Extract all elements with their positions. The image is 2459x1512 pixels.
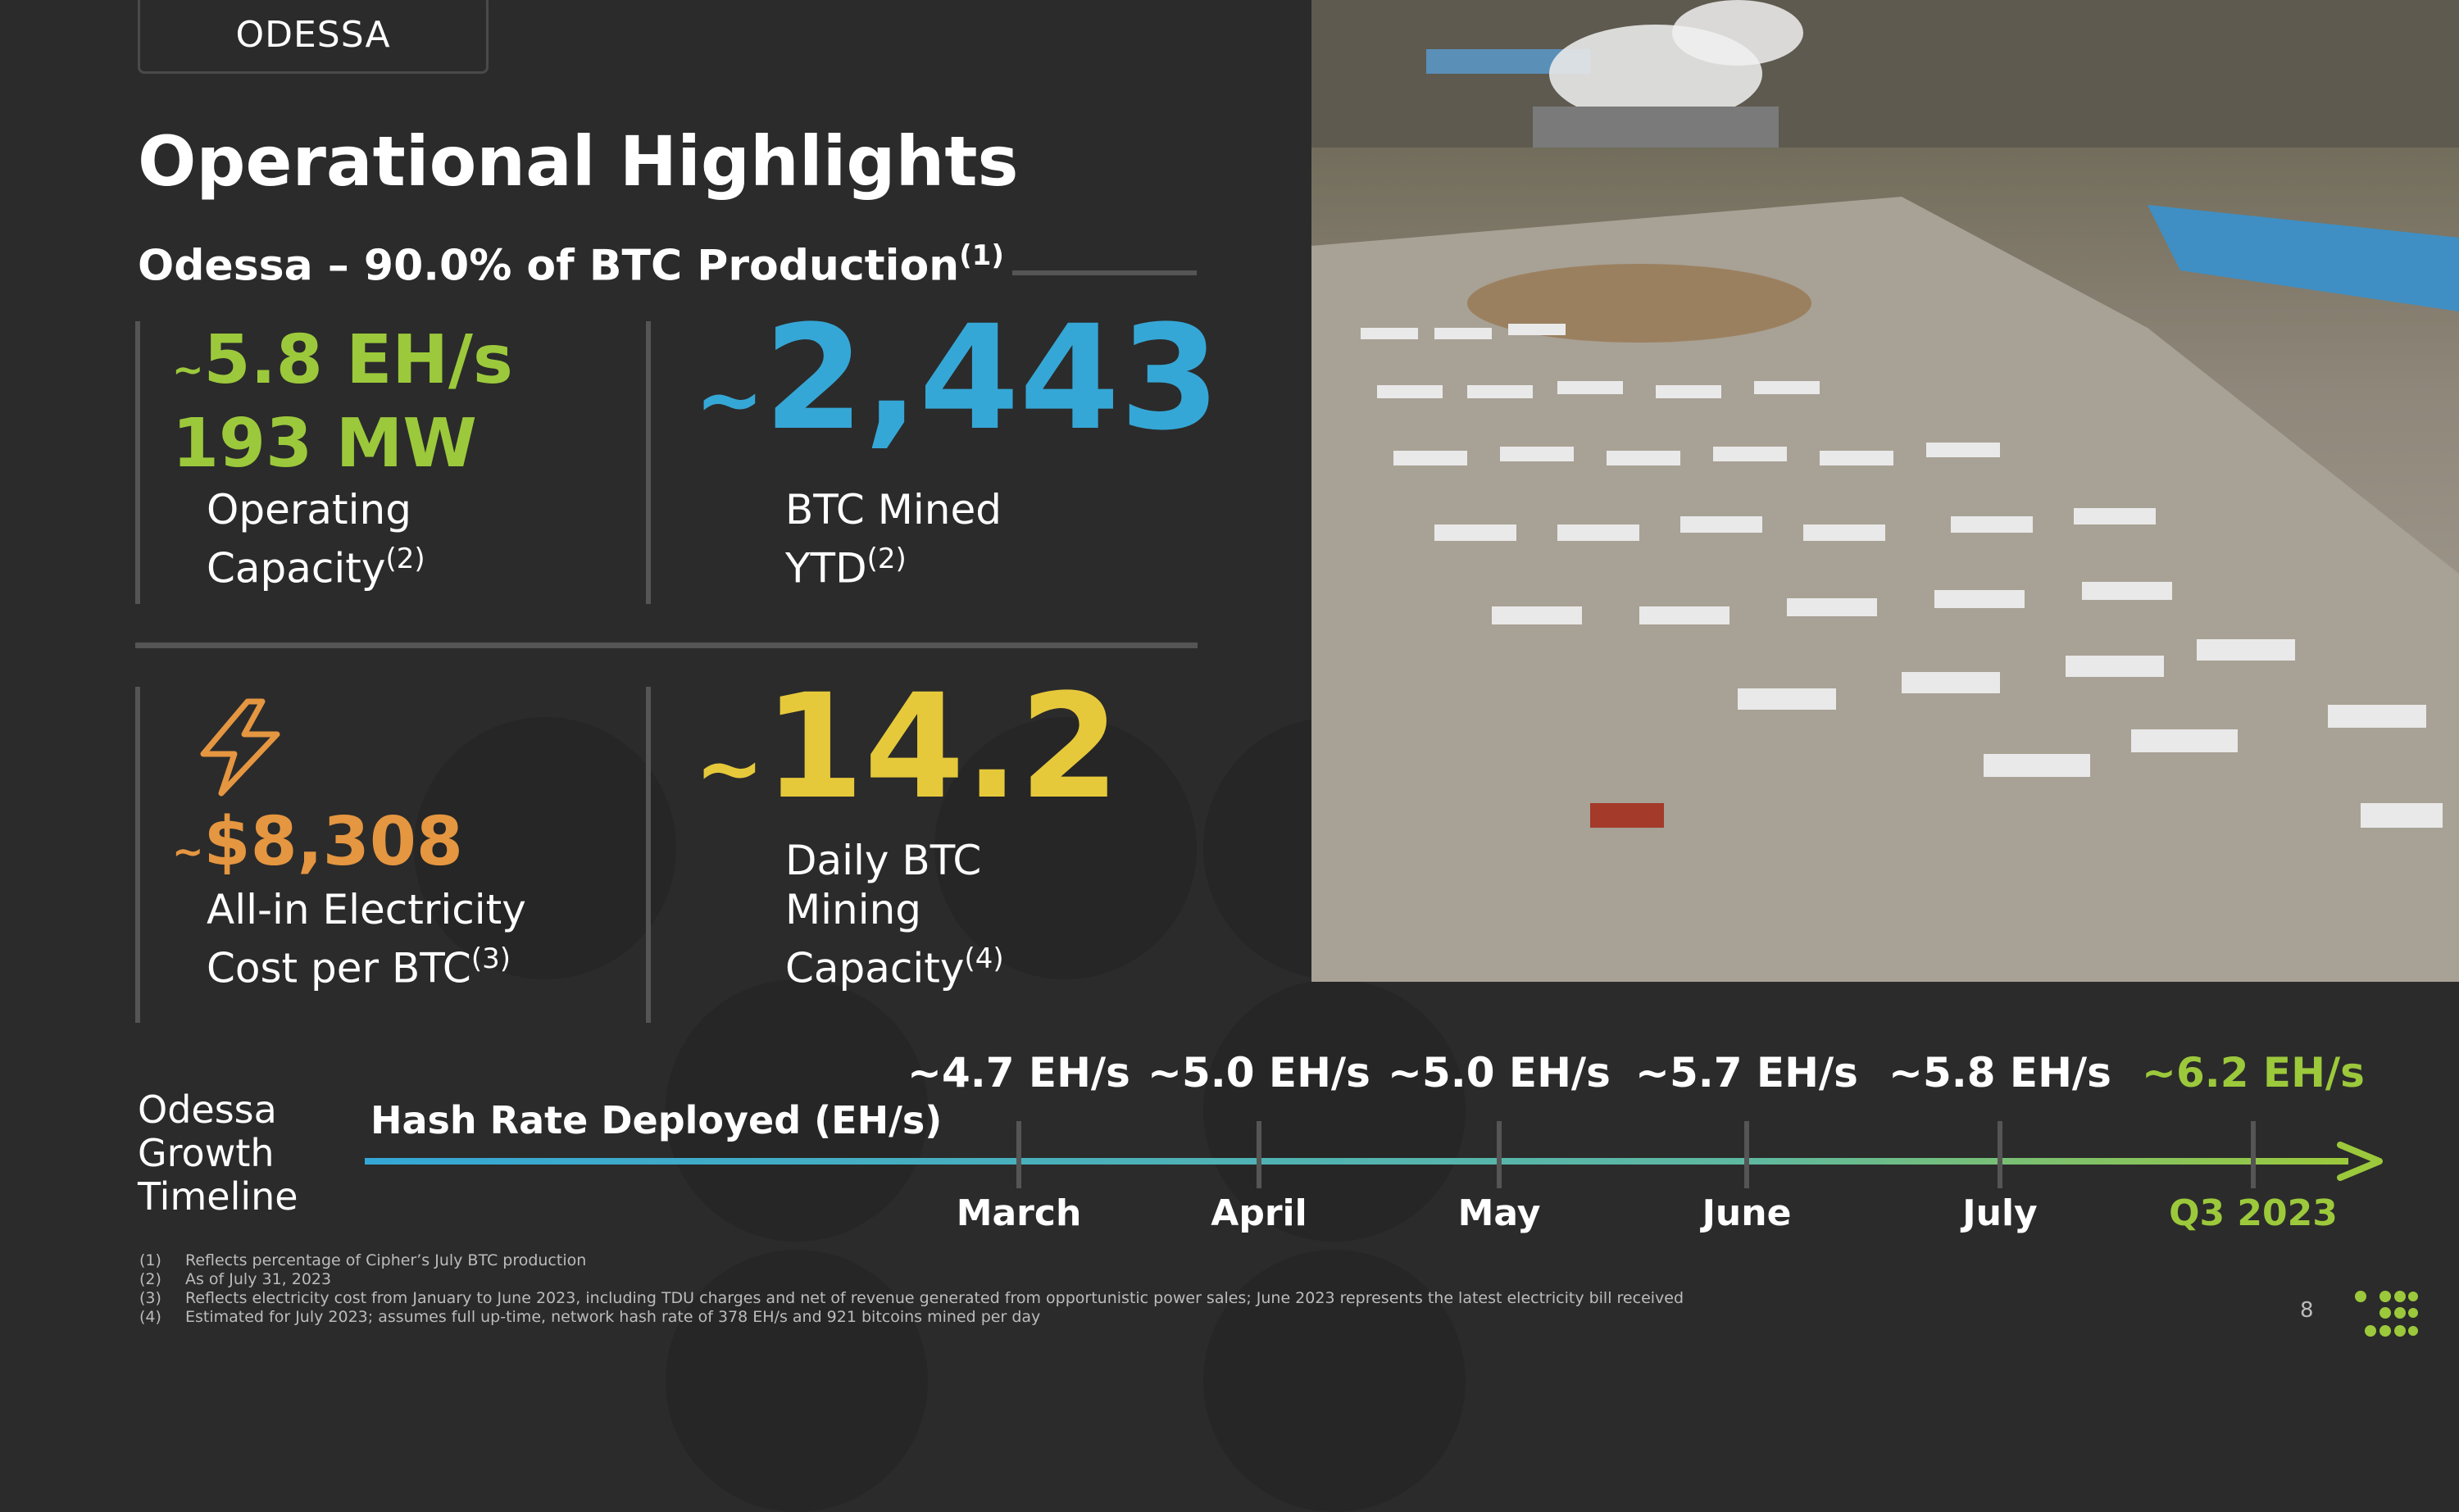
timeline-tick	[1016, 1121, 1021, 1188]
cipher-logo-icon	[2352, 1288, 2418, 1342]
metric-divider	[135, 687, 140, 1023]
site-aerial-photo	[1311, 0, 2459, 982]
footnote-item: (2) As of July 31, 2023	[139, 1270, 1684, 1289]
operating-capacity-label: Operating Capacity(2)	[207, 485, 425, 593]
timeline-month-july: July	[1962, 1192, 2038, 1234]
timeline-tick	[1998, 1121, 2002, 1188]
metric-divider	[646, 687, 651, 1023]
daily-capacity-label: Daily BTC Mining Capacity(4)	[785, 836, 1004, 993]
timeline-month-march: March	[956, 1192, 1082, 1234]
section-divider	[135, 642, 1198, 648]
timeline-label: Odessa Growth Timeline	[138, 1088, 298, 1219]
timeline-month-may: May	[1457, 1192, 1541, 1234]
page-number: 8	[2300, 1298, 2314, 1323]
page-subtitle: Odessa – 90.0% of BTC Production(1)	[138, 239, 1004, 290]
hashrate-value: 5.8 EH/s	[203, 321, 513, 399]
timeline-arrow	[365, 1141, 2389, 1182]
footnote-item: (4) Estimated for July 2023; assumes ful…	[139, 1308, 1684, 1327]
timeline-value-q3: ~6.2 EH/s	[2142, 1049, 2365, 1097]
footnote-number: (2)	[139, 1270, 161, 1288]
operating-footnote-ref: (2)	[385, 543, 425, 575]
daily-capacity-metric: ~14.2	[695, 674, 1120, 842]
metric-divider	[646, 321, 651, 604]
electricity-line2: Cost per BTC	[207, 944, 471, 992]
decor-circle	[414, 717, 676, 979]
timeline-tick	[1744, 1121, 1749, 1188]
footnote-text: As of July 31, 2023	[185, 1270, 332, 1288]
timeline-label-line1: Odessa	[138, 1087, 277, 1132]
daily-line1: Daily BTC	[785, 837, 982, 884]
timeline-tick	[1497, 1121, 1502, 1188]
daily-line2: Mining	[785, 886, 922, 933]
decor-circle	[934, 717, 1197, 979]
footnotes: (1) Reflects percentage of Cipher’s July…	[139, 1251, 1684, 1327]
footnote-text: Reflects percentage of Cipher’s July BTC…	[185, 1251, 587, 1269]
footnote-number: (1)	[139, 1251, 161, 1269]
electricity-tilde: ~	[172, 829, 204, 874]
electricity-line1: All-in Electricity	[207, 886, 526, 933]
footnote-text: Estimated for July 2023; assumes full up…	[185, 1308, 1041, 1326]
subtitle-rule	[1012, 270, 1197, 275]
daily-line3: Capacity	[785, 944, 965, 992]
timeline-tick	[1257, 1121, 1261, 1188]
electricity-value: $8,308	[203, 803, 463, 881]
electricity-label: All-in Electricity Cost per BTC(3)	[207, 885, 526, 993]
operating-line2: Capacity	[207, 544, 386, 593]
hashrate-metric: ~5.8 EH/s	[172, 321, 513, 399]
timeline-value-march: ~4.7 EH/s	[907, 1049, 1130, 1097]
timeline-value-july: ~5.8 EH/s	[1889, 1049, 2111, 1097]
operating-line1: Operating	[207, 486, 411, 534]
btc-mined-footnote-ref: (2)	[866, 543, 907, 575]
btc-mined-tilde: ~	[695, 352, 764, 447]
footnote-number: (4)	[139, 1308, 161, 1326]
page-title: Operational Highlights	[138, 121, 1019, 202]
decor-circle	[666, 979, 928, 1242]
footnote-item: (1) Reflects percentage of Cipher’s July…	[139, 1251, 1684, 1270]
decor-circle	[1203, 979, 1466, 1242]
timeline-value-june: ~5.7 EH/s	[1635, 1049, 1858, 1097]
metric-divider	[135, 321, 140, 604]
btc-mined-line1: BTC Mined	[785, 486, 1002, 534]
subtitle-footnote-ref: (1)	[959, 239, 1004, 272]
timeline-value-april: ~5.0 EH/s	[1148, 1049, 1370, 1097]
timeline-month-q3: Q3 2023	[2169, 1192, 2338, 1234]
daily-value: 14.2	[763, 663, 1120, 831]
timeline-tick	[2251, 1121, 2256, 1188]
timeline-label-line2: Growth	[138, 1131, 275, 1175]
subtitle-text: Odessa – 90.0% of BTC Production	[138, 241, 960, 291]
hashrate-tilde: ~	[172, 347, 204, 392]
power-metric: 193 MW	[172, 405, 477, 483]
timeline-value-may: ~5.0 EH/s	[1388, 1049, 1611, 1097]
btc-mined-metric: ~2,443	[695, 305, 1220, 474]
timeline-label-line3: Timeline	[138, 1174, 298, 1219]
footnote-number: (3)	[139, 1289, 161, 1307]
location-tag-text: ODESSA	[235, 13, 391, 56]
daily-footnote-ref: (4)	[964, 942, 1004, 975]
daily-tilde: ~	[695, 720, 764, 816]
timeline-axis-label: Hash Rate Deployed (EH/s)	[370, 1098, 943, 1142]
timeline-month-june: June	[1702, 1192, 1792, 1234]
location-tag: ODESSA	[138, 0, 489, 74]
btc-mined-label: BTC Mined YTD(2)	[785, 485, 1002, 593]
footnote-text: Reflects electricity cost from January t…	[185, 1289, 1684, 1307]
electricity-footnote-ref: (3)	[470, 942, 511, 975]
btc-mined-value: 2,443	[763, 294, 1220, 462]
electricity-metric: ~$8,308	[172, 803, 463, 881]
timeline-month-april: April	[1211, 1192, 1307, 1234]
lightning-bolt-icon	[197, 698, 287, 797]
btc-mined-line2: YTD	[785, 544, 867, 593]
footnote-item: (3) Reflects electricity cost from Janua…	[139, 1289, 1684, 1308]
